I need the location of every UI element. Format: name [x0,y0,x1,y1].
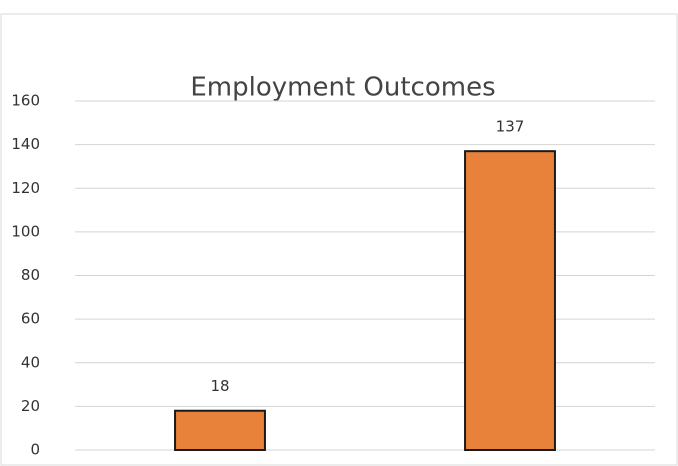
data-label: 18 [210,377,229,395]
y-tick-label: 60 [21,310,40,328]
y-tick-label: 120 [11,179,40,197]
y-tick-label: 40 [21,353,40,371]
chart-frame [0,13,678,466]
y-tick-label: 0 [30,441,40,459]
y-tick-label: 100 [11,222,40,240]
bar [464,150,556,451]
bar [174,409,266,451]
y-tick-label: 160 [11,92,40,110]
chart-title: Employment Outcomes [190,73,495,103]
y-tick-label: 140 [11,135,40,153]
y-tick-label: 20 [21,397,40,415]
y-tick-label: 80 [21,266,40,284]
data-label: 137 [496,118,525,136]
